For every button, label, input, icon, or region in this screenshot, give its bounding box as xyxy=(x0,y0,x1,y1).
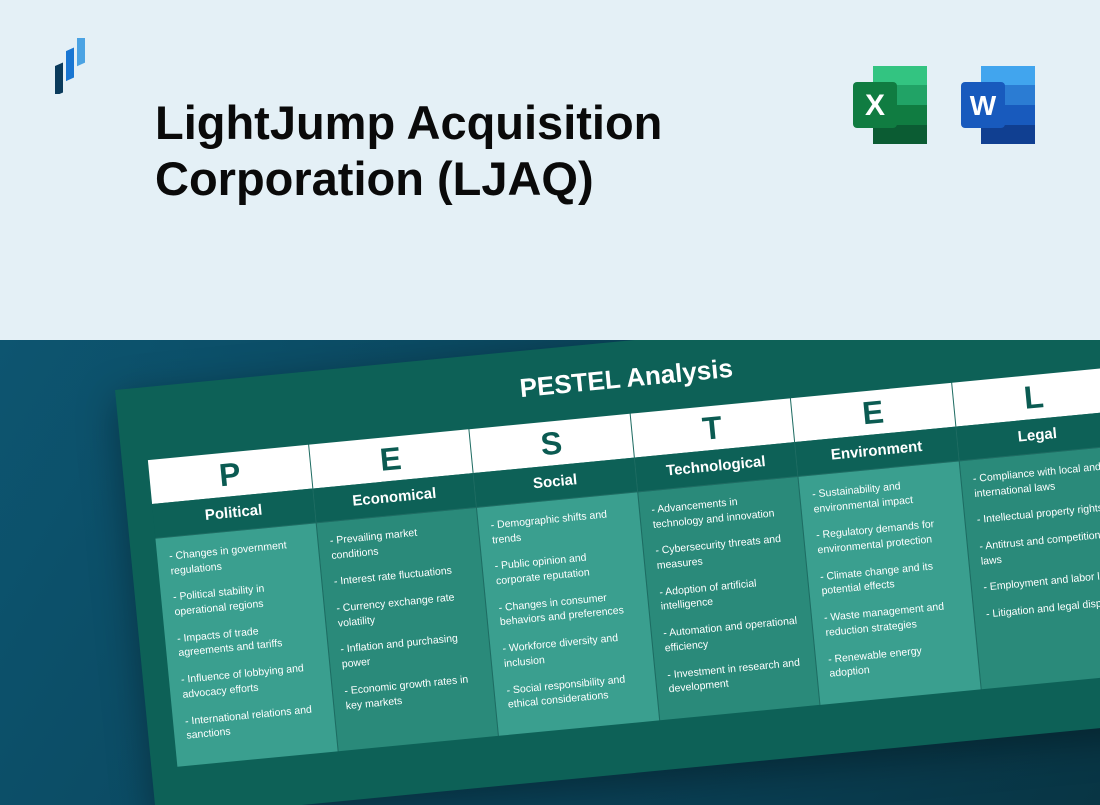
pestel-item: - Climate change and its potential effec… xyxy=(820,557,959,599)
pestel-item: - Inflation and purchasing power xyxy=(340,630,479,672)
word-icon: W xyxy=(955,60,1045,155)
pestel-item: - Cybersecurity threats and measures xyxy=(655,531,794,573)
pestel-card: PESTEL Analysis PPolitical- Changes in g… xyxy=(115,340,1100,805)
hero-section: PESTEL Analysis PPolitical- Changes in g… xyxy=(0,340,1100,805)
pestel-item: - Impacts of trade agreements and tariff… xyxy=(176,619,315,661)
pestel-letter: T xyxy=(701,409,724,448)
pestel-item: - Demographic shifts and trends xyxy=(490,506,629,548)
pestel-letter: E xyxy=(378,439,403,478)
pestel-item: - Currency exchange rate volatility xyxy=(336,589,475,631)
pestel-column: SSocial- Demographic shifts and trends- … xyxy=(468,414,658,736)
pestel-letter: L xyxy=(1022,378,1045,417)
pestel-item: - Compliance with local and internationa… xyxy=(972,459,1100,501)
pestel-item: - Prevailing market conditions xyxy=(329,521,468,563)
pestel-item: - Social responsibility and ethical cons… xyxy=(506,670,645,712)
pestel-column: PPolitical- Changes in government regula… xyxy=(148,445,337,767)
pestel-item: - Waste management and reduction strateg… xyxy=(823,598,962,640)
pestel-letter: P xyxy=(217,455,242,494)
pestel-item: - Changes in government regulations xyxy=(169,537,308,579)
pestel-column: TTechnological- Advancements in technolo… xyxy=(629,398,819,720)
pestel-items: - Prevailing market conditions- Interest… xyxy=(316,508,498,751)
pestel-column: EEconomical- Prevailing market condition… xyxy=(308,429,498,751)
pestel-item: - Workforce diversity and inclusion xyxy=(502,629,641,671)
pestel-column: EEnvironment- Sustainability and environ… xyxy=(790,383,980,705)
pestel-item: - Adoption of artificial intelligence xyxy=(659,572,798,614)
pestel-items: - Advancements in technology and innovat… xyxy=(638,477,820,720)
pestel-item: - Antitrust and competition laws xyxy=(979,527,1100,569)
pestel-items: - Demographic shifts and trends- Public … xyxy=(477,492,659,735)
pestel-item: - Automation and operational efficiency xyxy=(663,614,802,656)
pestel-item: - Renewable energy adoption xyxy=(827,639,966,681)
pestel-item: - Interest rate fluctuations xyxy=(333,562,470,590)
pestel-item: - Intellectual property rights xyxy=(976,500,1100,528)
pestel-item: - Investment in research and development xyxy=(667,655,806,697)
brand-logo xyxy=(55,38,91,99)
pestel-letter: E xyxy=(860,393,885,432)
pestel-item: - International relations and sanctions xyxy=(184,701,323,743)
pestel-items: - Changes in government regulations- Pol… xyxy=(155,523,337,766)
header-section: LightJump Acquisition Corporation (LJAQ)… xyxy=(0,0,1100,340)
page-title: LightJump Acquisition Corporation (LJAQ) xyxy=(155,95,795,208)
pestel-columns: PPolitical- Changes in government regula… xyxy=(148,367,1100,766)
software-icons: X W xyxy=(847,60,1045,155)
svg-text:X: X xyxy=(865,89,885,122)
pestel-item: - Changes in consumer behaviors and pref… xyxy=(498,588,637,630)
pestel-item: - Advancements in technology and innovat… xyxy=(651,490,790,532)
pestel-item: - Influence of lobbying and advocacy eff… xyxy=(180,660,319,702)
pestel-item: - Public opinion and corporate reputatio… xyxy=(494,547,633,589)
pestel-item: - Political stability in operational reg… xyxy=(173,578,312,620)
pestel-letter: S xyxy=(539,424,564,463)
excel-icon: X xyxy=(847,60,937,155)
pestel-item: - Regulatory demands for environmental p… xyxy=(816,516,955,558)
pestel-item: - Litigation and legal disputes xyxy=(985,595,1100,623)
svg-text:W: W xyxy=(970,90,997,121)
pestel-items: - Compliance with local and internationa… xyxy=(959,446,1100,689)
pestel-items: - Sustainability and environmental impac… xyxy=(798,462,980,705)
pestel-item: - Sustainability and environmental impac… xyxy=(812,475,951,517)
pestel-item: - Employment and labor laws xyxy=(983,568,1100,596)
pestel-item: - Economic growth rates in key markets xyxy=(344,671,483,713)
